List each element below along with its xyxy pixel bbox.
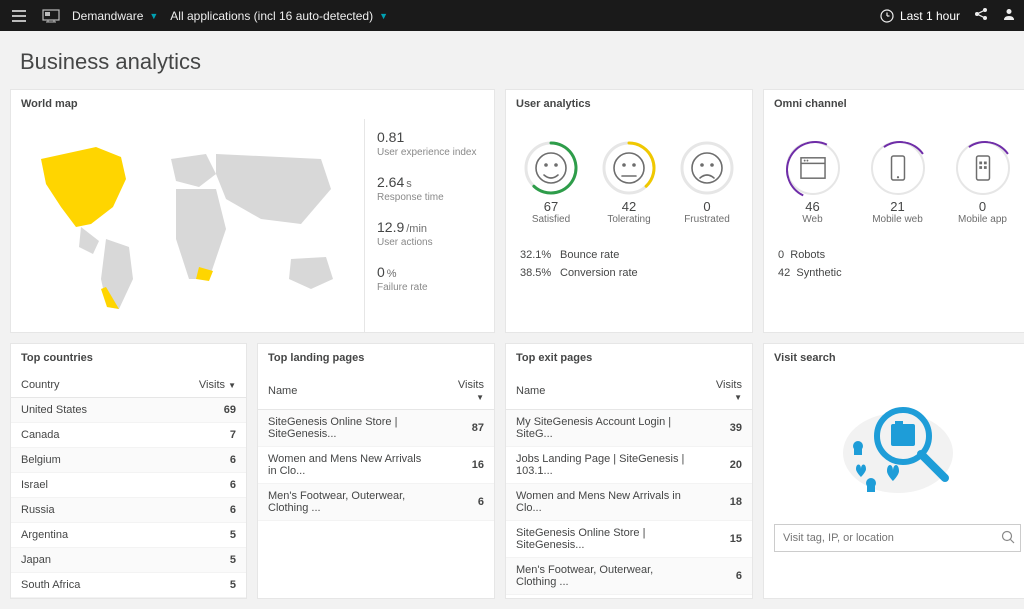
conversion-rate: 38.5%Conversion rate [520,267,738,279]
search-icon[interactable] [1001,530,1015,547]
user-icon[interactable] [1002,7,1016,24]
exit-table: Name Visits ▼ My SiteGenesis Account Log… [506,373,752,595]
table-row[interactable]: Russia6 [11,498,246,523]
timeframe-selector[interactable]: Last 1 hour [880,9,960,23]
scope-selector[interactable]: All applications (incl 16 auto-detected)… [170,9,388,23]
app-selector[interactable]: Demandware ▼ [72,9,158,23]
sort-desc-icon: ▼ [228,381,236,390]
panel-title: Top landing pages [258,344,494,373]
table-row[interactable]: Argentina5 [11,523,246,548]
app-name: Demandware [72,9,143,23]
panel-title: Top countries [11,344,246,373]
panel-omni-channel: Omni channel 46Web21Mobile web0Mobile ap… [763,89,1024,333]
world-map[interactable] [11,119,364,332]
col-name[interactable]: Name [506,373,698,410]
table-row[interactable]: My SiteGenesis Account Login | SiteG...3… [506,410,752,447]
panel-title: Top exit pages [506,344,752,373]
table-row[interactable]: SiteGenesis Online Store | SiteGenesis..… [258,410,494,447]
panel-title: World map [11,90,494,119]
chevron-down-icon: ▼ [149,11,158,21]
panel-world-map: World map [10,89,495,333]
synthetic-count: 42 Synthetic [778,267,1017,279]
table-row[interactable]: Japan5 [11,548,246,573]
clock-icon [880,9,894,23]
sort-desc-icon: ▼ [476,393,484,402]
channel-mobile-web[interactable]: 21Mobile web [863,141,933,225]
table-row[interactable]: United States69 [11,398,246,423]
table-row[interactable]: Men's Footwear, Outerwear, Clothing ...6 [506,558,752,595]
table-row[interactable]: Canada7 [11,423,246,448]
world-map-stat: 0%Failure rate [377,264,482,293]
panel-visit-search: Visit search [763,343,1024,599]
col-visits[interactable]: Visits ▼ [440,373,494,410]
panel-top-exit: Top exit pages Name Visits ▼ My SiteGene… [505,343,753,599]
world-map-stat: 0.81User experience index [377,129,482,158]
sort-desc-icon: ▼ [734,393,742,402]
col-visits[interactable]: Visits ▼ [698,373,752,410]
apdex-frustrated[interactable]: 0Frustrated [672,141,742,225]
table-row[interactable]: SiteGenesis Online Store | SiteGenesis..… [506,521,752,558]
dashboard-icon[interactable] [42,9,60,23]
table-row[interactable]: Israel6 [11,473,246,498]
panel-top-countries: Top countries Country Visits ▼ United St… [10,343,247,599]
col-country[interactable]: Country [11,373,152,398]
world-map-stat: 2.64sResponse time [377,174,482,203]
chevron-down-icon: ▼ [379,11,388,21]
page-title: Business analytics [0,31,1024,89]
table-row[interactable]: Men's Footwear, Outerwear, Clothing ...6 [258,484,494,521]
share-icon[interactable] [974,7,988,24]
table-row[interactable]: South Africa5 [11,573,246,598]
apdex-satisfied[interactable]: 67Satisfied [516,141,586,225]
visit-search-illustration [774,383,1021,518]
panel-top-landing: Top landing pages Name Visits ▼ SiteGene… [257,343,495,599]
col-visits[interactable]: Visits ▼ [152,373,246,398]
visit-search-input[interactable] [774,524,1021,552]
menu-icon[interactable] [8,6,30,26]
table-row[interactable]: Belgium6 [11,448,246,473]
panel-title: Omni channel [764,90,1024,119]
table-row[interactable]: Women and Mens New Arrivals in Clo...18 [506,484,752,521]
panel-title: Visit search [764,344,1024,373]
apdex-tolerating[interactable]: 42Tolerating [594,141,664,225]
topbar: Demandware ▼ All applications (incl 16 a… [0,0,1024,31]
timeframe-label: Last 1 hour [900,9,960,23]
scope-label: All applications (incl 16 auto-detected) [170,9,373,23]
channel-mobile-app[interactable]: 0Mobile app [948,141,1018,225]
col-name[interactable]: Name [258,373,440,410]
robots-count: 0 Robots [778,249,1017,261]
bounce-rate: 32.1%Bounce rate [520,249,738,261]
panel-title: User analytics [506,90,752,119]
countries-table: Country Visits ▼ United States69Canada7B… [11,373,246,598]
landing-table: Name Visits ▼ SiteGenesis Online Store |… [258,373,494,521]
panel-user-analytics: User analytics 67Satisfied42Tolerating0F… [505,89,753,333]
channel-web[interactable]: 46Web [778,141,848,225]
world-map-stat: 12.9/minUser actions [377,219,482,248]
table-row[interactable]: Women and Mens New Arrivals in Clo...16 [258,447,494,484]
table-row[interactable]: Jobs Landing Page | SiteGenesis | 103.1.… [506,447,752,484]
